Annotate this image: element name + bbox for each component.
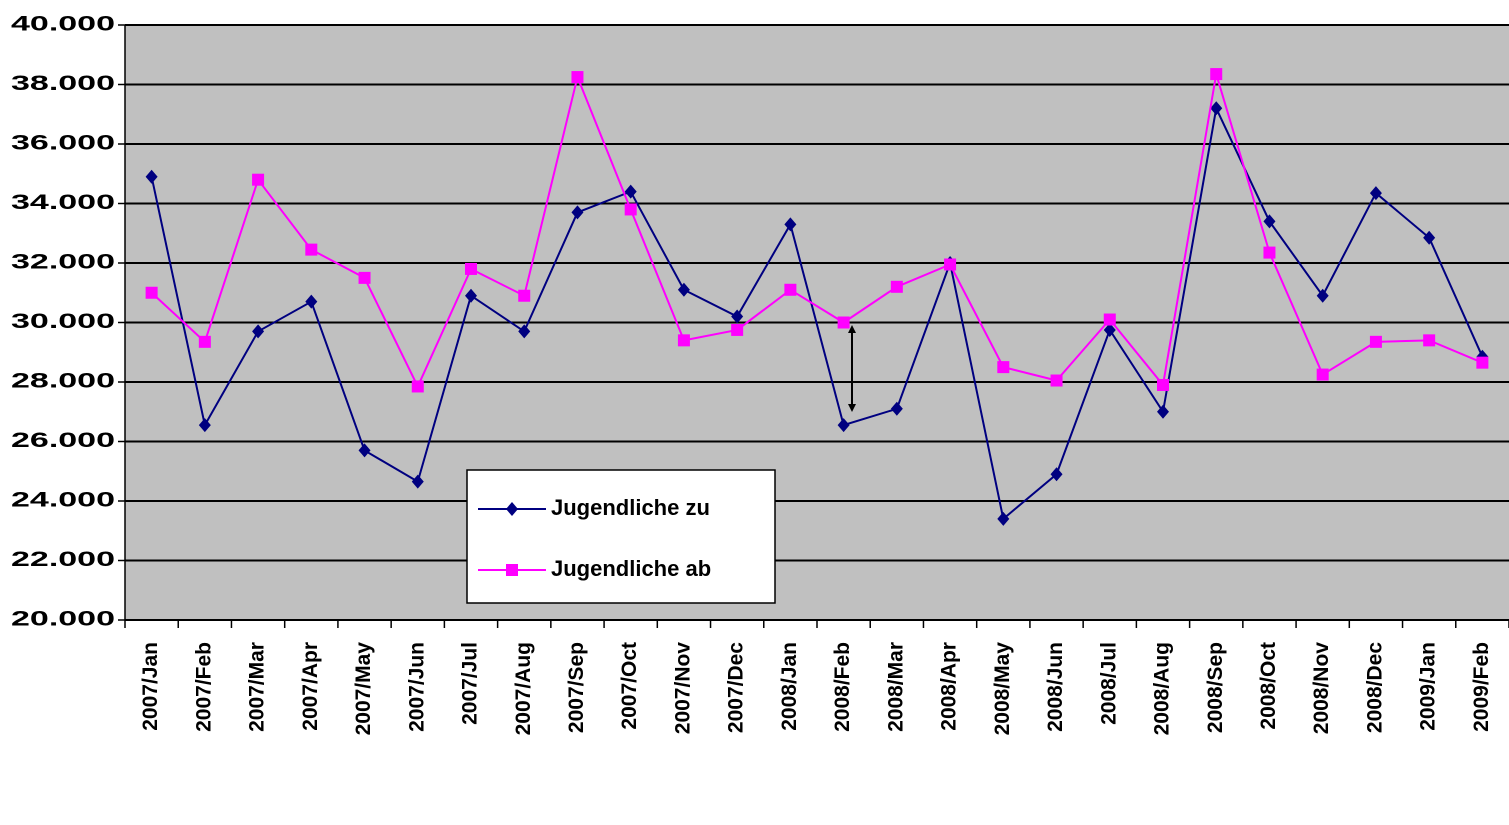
point [1103, 313, 1116, 326]
y-tick-label: 36.000 [11, 132, 115, 155]
x-tick-label: 2008/Apr [938, 642, 961, 731]
point [1476, 356, 1489, 369]
point [465, 262, 477, 275]
point [1369, 186, 1382, 201]
y-tick-label: 40.000 [11, 13, 115, 36]
point [784, 283, 797, 296]
point [1263, 246, 1276, 259]
y-tick-label: 20.000 [11, 608, 115, 631]
y-tick-label: 22.000 [11, 548, 115, 571]
point [1050, 467, 1063, 482]
point [624, 184, 637, 199]
y-tick-label: 32.000 [11, 251, 115, 274]
point [518, 289, 531, 302]
point [784, 217, 797, 232]
point [1316, 368, 1329, 381]
x-tick-label: 2007/Nov [671, 642, 694, 735]
y-tick-label: 28.000 [11, 370, 115, 393]
x-tick-label: 2008/Feb [831, 642, 854, 732]
point [465, 288, 477, 303]
point [677, 334, 690, 347]
point [944, 258, 957, 271]
point [890, 280, 903, 293]
point [731, 309, 744, 324]
point [305, 294, 318, 309]
point [1157, 378, 1169, 391]
point [198, 335, 211, 348]
x-tick-label: 2008/Jul [1097, 642, 1120, 725]
point [411, 380, 424, 393]
legend-label: Jugendliche zu [551, 495, 710, 520]
point [1050, 374, 1063, 387]
y-tick-label: 30.000 [11, 310, 115, 333]
point [358, 443, 371, 458]
point [1210, 68, 1223, 81]
x-tick-label: 2007/Feb [192, 642, 215, 732]
point [518, 324, 531, 339]
x-tick-label: 2007/Apr [299, 642, 322, 731]
legend-box [466, 469, 776, 604]
x-tick-label: 2008/Jun [1044, 642, 1067, 732]
point [1263, 214, 1276, 229]
point [571, 71, 584, 84]
x-tick-label: 2008/Dec [1363, 642, 1386, 733]
point [506, 502, 518, 516]
x-tick-label: 2007/Oct [618, 642, 641, 730]
point [837, 418, 850, 433]
point [1103, 322, 1116, 337]
x-tick-label: 2009/Jan [1417, 642, 1440, 731]
point [997, 511, 1010, 526]
point [731, 323, 744, 336]
point [1316, 288, 1329, 303]
y-tick-label: 38.000 [11, 72, 115, 95]
x-tick-label: 2007/Jun [405, 642, 428, 732]
point [571, 205, 584, 220]
point [1423, 230, 1436, 245]
x-tick-label: 2007/Jan [139, 642, 162, 731]
x-tick-label: 2007/Aug [512, 642, 535, 735]
point [506, 564, 518, 576]
y-tick-label: 34.000 [11, 191, 115, 214]
point [305, 243, 318, 256]
x-tick-label: 2008/Aug [1151, 642, 1174, 735]
y-tick-label: 26.000 [11, 429, 115, 452]
point [145, 286, 158, 299]
point [997, 361, 1010, 374]
point [358, 271, 371, 284]
x-tick-label: 2008/Mar [884, 642, 907, 732]
line [150, 73, 1483, 389]
point [198, 418, 211, 433]
x-tick-label: 2008/Jan [778, 642, 801, 731]
point [252, 173, 265, 186]
x-tick-label: 2008/Oct [1257, 642, 1280, 730]
x-tick-label: 2007/Jul [459, 642, 482, 725]
x-tick-label: 2007/May [352, 642, 375, 736]
line [150, 105, 1484, 521]
point [252, 324, 265, 339]
point [677, 282, 690, 297]
x-tick-label: 2007/Sep [565, 642, 588, 733]
point [1210, 101, 1223, 116]
point [624, 203, 637, 216]
x-tick-label: 2008/Nov [1310, 642, 1333, 735]
point [411, 474, 424, 489]
x-tick-label: 2008/May [991, 642, 1014, 736]
point [1157, 404, 1169, 419]
legend-label: Jugendliche ab [551, 556, 711, 581]
point [1369, 335, 1382, 348]
y-tick-label: 24.000 [11, 489, 115, 512]
x-tick-label: 2007/Dec [725, 642, 748, 733]
legend: Jugendliche zu Jugendliche ab [466, 469, 776, 604]
point [890, 401, 903, 416]
series [145, 68, 1489, 393]
series [145, 101, 1489, 526]
x-tick-label: 2008/Sep [1204, 642, 1227, 733]
x-tick-label: 2009/Feb [1470, 642, 1493, 732]
point [145, 169, 158, 184]
point [1423, 334, 1436, 347]
x-tick-label: 2007/Mar [246, 642, 269, 732]
point [837, 316, 850, 329]
